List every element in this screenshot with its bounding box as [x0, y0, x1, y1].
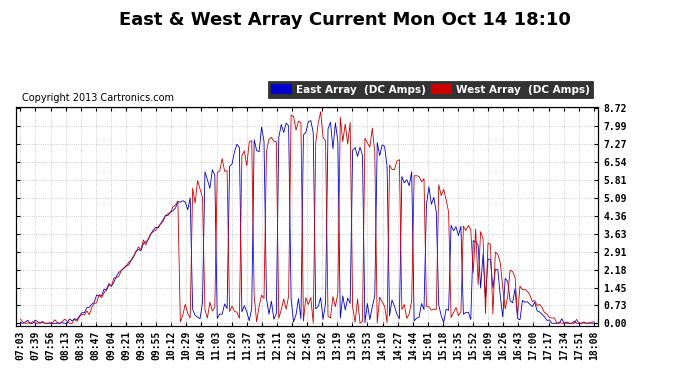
Text: Copyright 2013 Cartronics.com: Copyright 2013 Cartronics.com [21, 93, 174, 103]
Legend: East Array  (DC Amps), West Array  (DC Amps): East Array (DC Amps), West Array (DC Amp… [268, 81, 593, 98]
Text: East & West Array Current Mon Oct 14 18:10: East & West Array Current Mon Oct 14 18:… [119, 11, 571, 29]
